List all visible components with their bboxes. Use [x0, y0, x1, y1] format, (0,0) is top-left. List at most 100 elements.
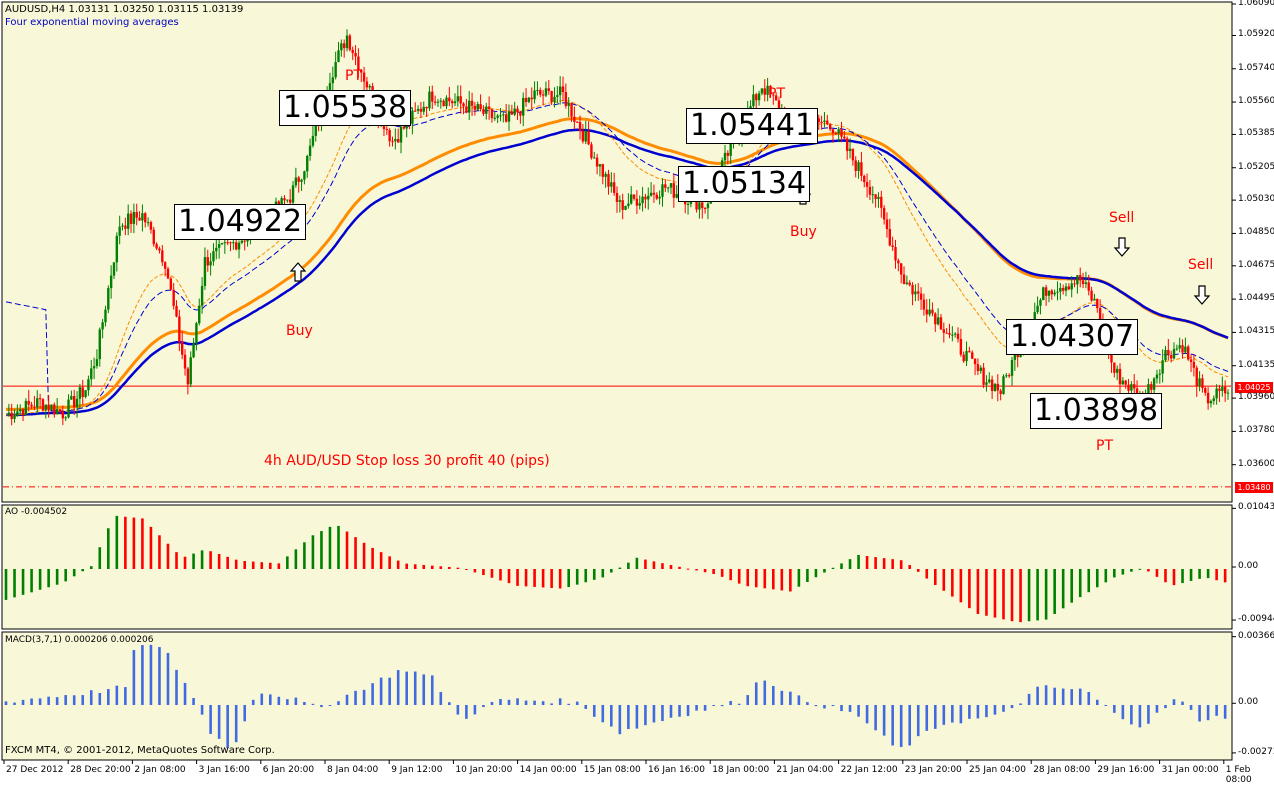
candle-body-428: [1221, 386, 1224, 391]
candle-body-219: [627, 203, 630, 206]
candle-body-346: [988, 379, 991, 383]
candle-body-372: [1061, 287, 1065, 291]
candle-body-200: [573, 116, 576, 122]
candle-body-126: [362, 72, 366, 82]
ao-bar-297: [848, 559, 852, 569]
candle-body-123: [354, 53, 357, 57]
ao-bar-222: [635, 557, 639, 569]
macd-bar-342: [976, 705, 980, 719]
candle-body-31: [92, 366, 96, 369]
macd-bar-306: [874, 705, 877, 731]
macd-bar-27: [81, 695, 85, 705]
ao-bar-402: [1147, 569, 1150, 572]
macd-bar-225: [644, 705, 647, 726]
ao-bar-135: [388, 556, 391, 569]
horizontal-lines: [3, 385, 1231, 488]
candle-body-269: [769, 85, 772, 95]
candle-body-8: [27, 400, 30, 405]
macd-panel: [1, 631, 1233, 761]
candle-body-125: [360, 70, 363, 73]
candle-body-391: [1115, 368, 1119, 373]
macd-bar-69: [200, 705, 204, 715]
ao-bar-162: [465, 569, 468, 570]
candle-body-423: [1206, 392, 1210, 404]
ao-bar-141: [405, 563, 409, 569]
ao-bar-333: [951, 569, 954, 597]
macd-bar-309: [882, 705, 886, 736]
ao-bar-177: [507, 569, 511, 584]
macd-bar-375: [1070, 689, 1073, 705]
macd-bar-111: [320, 705, 323, 708]
macd-bar-246: [703, 705, 707, 711]
ao-bar-54: [158, 535, 161, 569]
candle-body-1: [7, 412, 11, 415]
candle-body-228: [652, 192, 656, 195]
buy-label-1: Buy: [286, 323, 313, 339]
x-tick-label-15: 25 Jan 04:00: [969, 765, 1026, 775]
candle-body-148: [425, 106, 428, 109]
candle-body-223: [638, 203, 641, 206]
candle-body-53: [155, 244, 158, 249]
macd-bar-261: [746, 695, 750, 705]
candle-body-6: [21, 409, 25, 416]
price-box-6: 1.03898: [1030, 393, 1163, 429]
candle-body-321: [917, 291, 920, 294]
candle-body-81: [234, 242, 238, 250]
ao-bar-408: [1164, 569, 1167, 583]
ao-bar-351: [1002, 569, 1005, 620]
candle-body-291: [831, 129, 835, 134]
candle-body-206: [590, 144, 593, 158]
ao-bar-300: [857, 554, 860, 569]
candle-body-304: [868, 186, 872, 195]
candle-body-240: [686, 203, 690, 205]
ao-bar-60: [175, 552, 178, 569]
ao-tick-label-2: -0.00944: [1238, 614, 1274, 625]
candle-body-373: [1064, 286, 1068, 291]
ao-bar-378: [1078, 569, 1082, 598]
candle-body-397: [1133, 384, 1136, 389]
candle-body-218: [624, 205, 627, 210]
ao-bar-324: [925, 569, 929, 579]
macd-bar-96: [277, 696, 281, 705]
candle-body-208: [595, 157, 599, 167]
candle-body-348: [993, 383, 997, 392]
candle-body-144: [414, 110, 417, 112]
candle-body-329: [939, 317, 943, 330]
ao-bar-51: [149, 526, 153, 569]
candle-body-403: [1150, 384, 1153, 390]
main-panel: [1, 1, 1233, 503]
candle-body-367: [1047, 290, 1051, 296]
ao-tick-label-0: 0.010438: [1238, 502, 1274, 513]
x-tick-label-13: 22 Jan 12:00: [840, 765, 898, 775]
macd-bar-243: [695, 705, 698, 711]
candle-body-334: [953, 333, 957, 335]
macd-bar-213: [610, 705, 613, 727]
candle-body-45: [132, 211, 136, 224]
candle-body-314: [897, 260, 900, 264]
candle-body-106: [306, 155, 309, 172]
ao-bar-63: [183, 556, 187, 569]
ao-bar-393: [1121, 569, 1125, 575]
candle-body-315: [899, 263, 903, 275]
macd-bar-333: [951, 705, 954, 723]
macd-bar-108: [311, 703, 315, 705]
macd-bar-285: [814, 705, 818, 707]
ao-bar-306: [874, 557, 877, 569]
ao-bar-231: [661, 563, 664, 569]
x-tick-label-14: 23 Jan 20:00: [904, 765, 962, 775]
candle-body-135: [388, 130, 391, 142]
pt-label-1: PT: [345, 68, 362, 84]
macd-bar-291: [831, 705, 835, 707]
macd-bar-195: [558, 698, 562, 705]
candle-body-185: [530, 97, 533, 100]
candle-body-78: [226, 242, 229, 244]
x-tick-label-0: 27 Dec 2012: [6, 765, 64, 775]
macd-bar-360: [1027, 693, 1031, 705]
ao-bar-156: [448, 566, 451, 569]
candle-body-335: [956, 333, 960, 339]
ao-bar-30: [89, 566, 93, 569]
ao-bar-228: [652, 561, 656, 569]
candle-body-196: [561, 86, 565, 93]
candle-body-293: [837, 129, 840, 134]
candle-body-417: [1189, 359, 1193, 362]
